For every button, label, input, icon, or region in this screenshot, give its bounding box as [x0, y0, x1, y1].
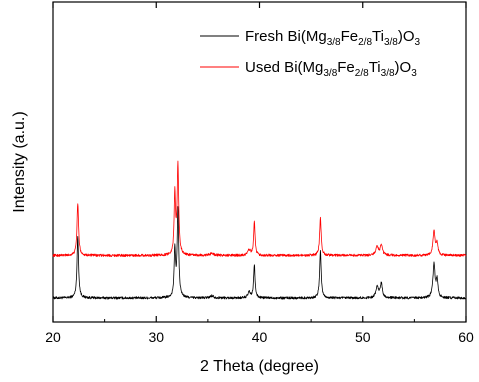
legend-used-end: )O: [395, 59, 412, 76]
legend-used-base: Used Bi(Mg: [245, 59, 323, 76]
legend-used-m2: Ti: [369, 59, 381, 76]
legend-fresh-m2: Ti: [372, 28, 384, 45]
series-line-used: [52, 160, 467, 258]
legend-fresh-base: Fresh Bi(Mg: [245, 28, 327, 45]
series-layer: [52, 160, 467, 300]
legend-fresh-sub3: 3/8: [384, 37, 398, 48]
legend-fresh-sub4: 3: [415, 37, 421, 48]
x-tick-label: 60: [458, 329, 474, 345]
legend-used-sub4: 3: [411, 68, 417, 79]
x-tick-label: 40: [252, 329, 268, 345]
legend-used-sub2: 2/8: [355, 68, 369, 79]
legend-label-fresh: Fresh Bi(Mg3/8Fe2/8Ti3/8)O3: [245, 28, 421, 48]
legend-fresh-end: )O: [398, 28, 415, 45]
legend-fresh-m1: Fe: [341, 28, 359, 45]
tick-layer: 20 30 40 50 60: [45, 2, 474, 345]
legend-used-sub1: 3/8: [323, 68, 337, 79]
legend: Fresh Bi(Mg3/8Fe2/8Ti3/8)O3 Used Bi(Mg3/…: [200, 28, 421, 79]
x-tick-label: 20: [45, 329, 61, 345]
legend-used-sub3: 3/8: [381, 68, 395, 79]
y-axis-label: Intensity (a.u.): [11, 111, 28, 212]
legend-label-used: Used Bi(Mg3/8Fe2/8Ti3/8)O3: [245, 59, 417, 79]
legend-used-m1: Fe: [337, 59, 355, 76]
x-tick-label: 50: [355, 329, 371, 345]
legend-fresh-sub2: 2/8: [358, 37, 372, 48]
series-line-fresh: [52, 206, 467, 300]
plot-frame: [52, 1, 467, 323]
legend-fresh-sub1: 3/8: [327, 37, 341, 48]
x-tick-label: 30: [148, 329, 164, 345]
x-axis-label: 2 Theta (degree): [200, 358, 319, 375]
